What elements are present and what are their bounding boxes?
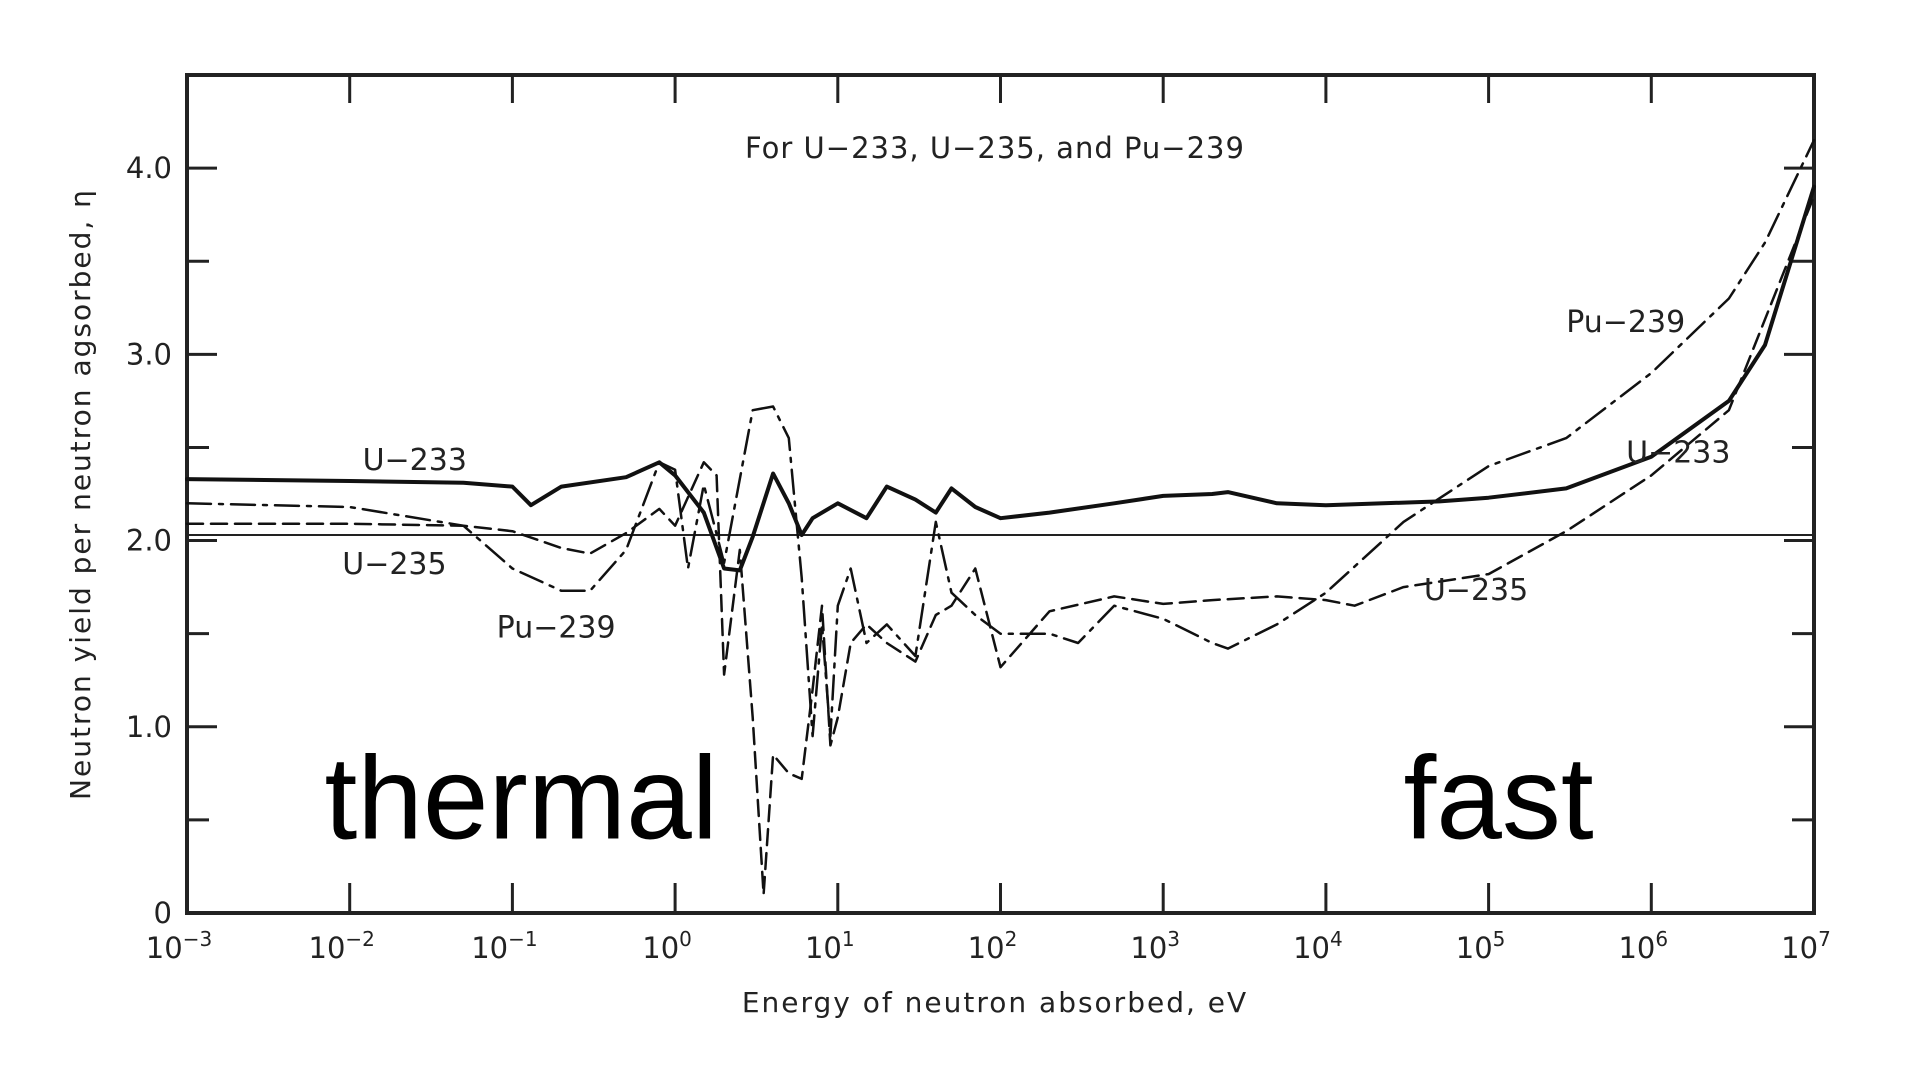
x-tick-exponent: 3: [1167, 927, 1180, 951]
x-tick-base: 10: [1781, 931, 1818, 965]
series-annotation: U−233: [1626, 435, 1730, 470]
series-line-dash-dot: [185, 138, 1816, 738]
series-lines: [185, 138, 1816, 896]
x-tick-base: 10: [471, 931, 508, 965]
x-tick-exponent: −1: [508, 927, 537, 951]
x-tick-exponent: 0: [679, 927, 692, 951]
x-tick-base: 10: [146, 931, 183, 965]
x-tick-label: 10−1: [471, 927, 537, 965]
series-line-solid: [185, 184, 1816, 573]
x-tick-base: 10: [309, 931, 346, 965]
x-tick-label: 10−2: [309, 927, 375, 965]
x-tick-base: 10: [1130, 931, 1167, 965]
x-axis-title: Energy of neutron absorbed, eV: [742, 986, 1248, 1019]
x-tick-base: 10: [1618, 931, 1655, 965]
series-annotation: Pu−239: [1566, 305, 1685, 340]
y-tick-label: 2.0: [126, 524, 172, 558]
x-tick-exponent: 2: [1005, 927, 1018, 951]
y-axis-title: Neutron yield per neutron agsorbed, η: [64, 188, 97, 800]
overlay-label: thermal: [324, 733, 717, 865]
series-annotations: U−233 U−235 Pu−239 Pu−239 U−233 U−235: [342, 305, 1730, 645]
x-tick-exponent: 1: [842, 927, 855, 951]
y-tick-label: 3.0: [126, 337, 172, 371]
x-tick-label: 104: [1293, 927, 1343, 965]
x-tick-exponent: 4: [1330, 927, 1343, 951]
x-tick-base: 10: [805, 931, 842, 965]
x-tick-label: 100: [642, 927, 692, 965]
x-tick-base: 10: [1293, 931, 1330, 965]
x-tick-label: 106: [1618, 927, 1668, 965]
overlay-label: fast: [1404, 733, 1594, 865]
x-tick-label: 10−3: [146, 927, 212, 965]
x-tick-exponent: 6: [1655, 927, 1668, 951]
axis-ticks: 10−3 10−2 10−1 100 101 102 103 104 105 106 10701.0…: [126, 75, 1831, 965]
x-tick-label: 101: [805, 927, 855, 965]
x-tick-base: 10: [1456, 931, 1493, 965]
series-annotation: U−233: [363, 443, 467, 478]
chart-title: For U−233, U−235, and Pu−239: [745, 131, 1245, 165]
x-tick-label: 102: [968, 927, 1018, 965]
x-tick-exponent: −3: [183, 927, 212, 951]
overlay-labels: thermal fast: [324, 733, 1593, 865]
x-tick-exponent: −2: [345, 927, 374, 951]
y-tick-label: 0: [154, 896, 172, 930]
x-tick-exponent: 5: [1493, 927, 1506, 951]
x-tick-base: 10: [968, 931, 1005, 965]
x-tick-exponent: 7: [1818, 927, 1831, 951]
series-line-dashed: [185, 194, 1816, 896]
x-tick-label: 103: [1130, 927, 1180, 965]
x-tick-label: 105: [1456, 927, 1506, 965]
x-tick-label: 107: [1781, 927, 1831, 965]
y-tick-label: 4.0: [126, 151, 172, 185]
x-tick-base: 10: [642, 931, 679, 965]
series-annotation: U−235: [342, 547, 446, 582]
series-annotation: U−235: [1424, 573, 1528, 608]
y-tick-label: 1.0: [126, 710, 172, 744]
series-annotation: Pu−239: [497, 610, 616, 645]
